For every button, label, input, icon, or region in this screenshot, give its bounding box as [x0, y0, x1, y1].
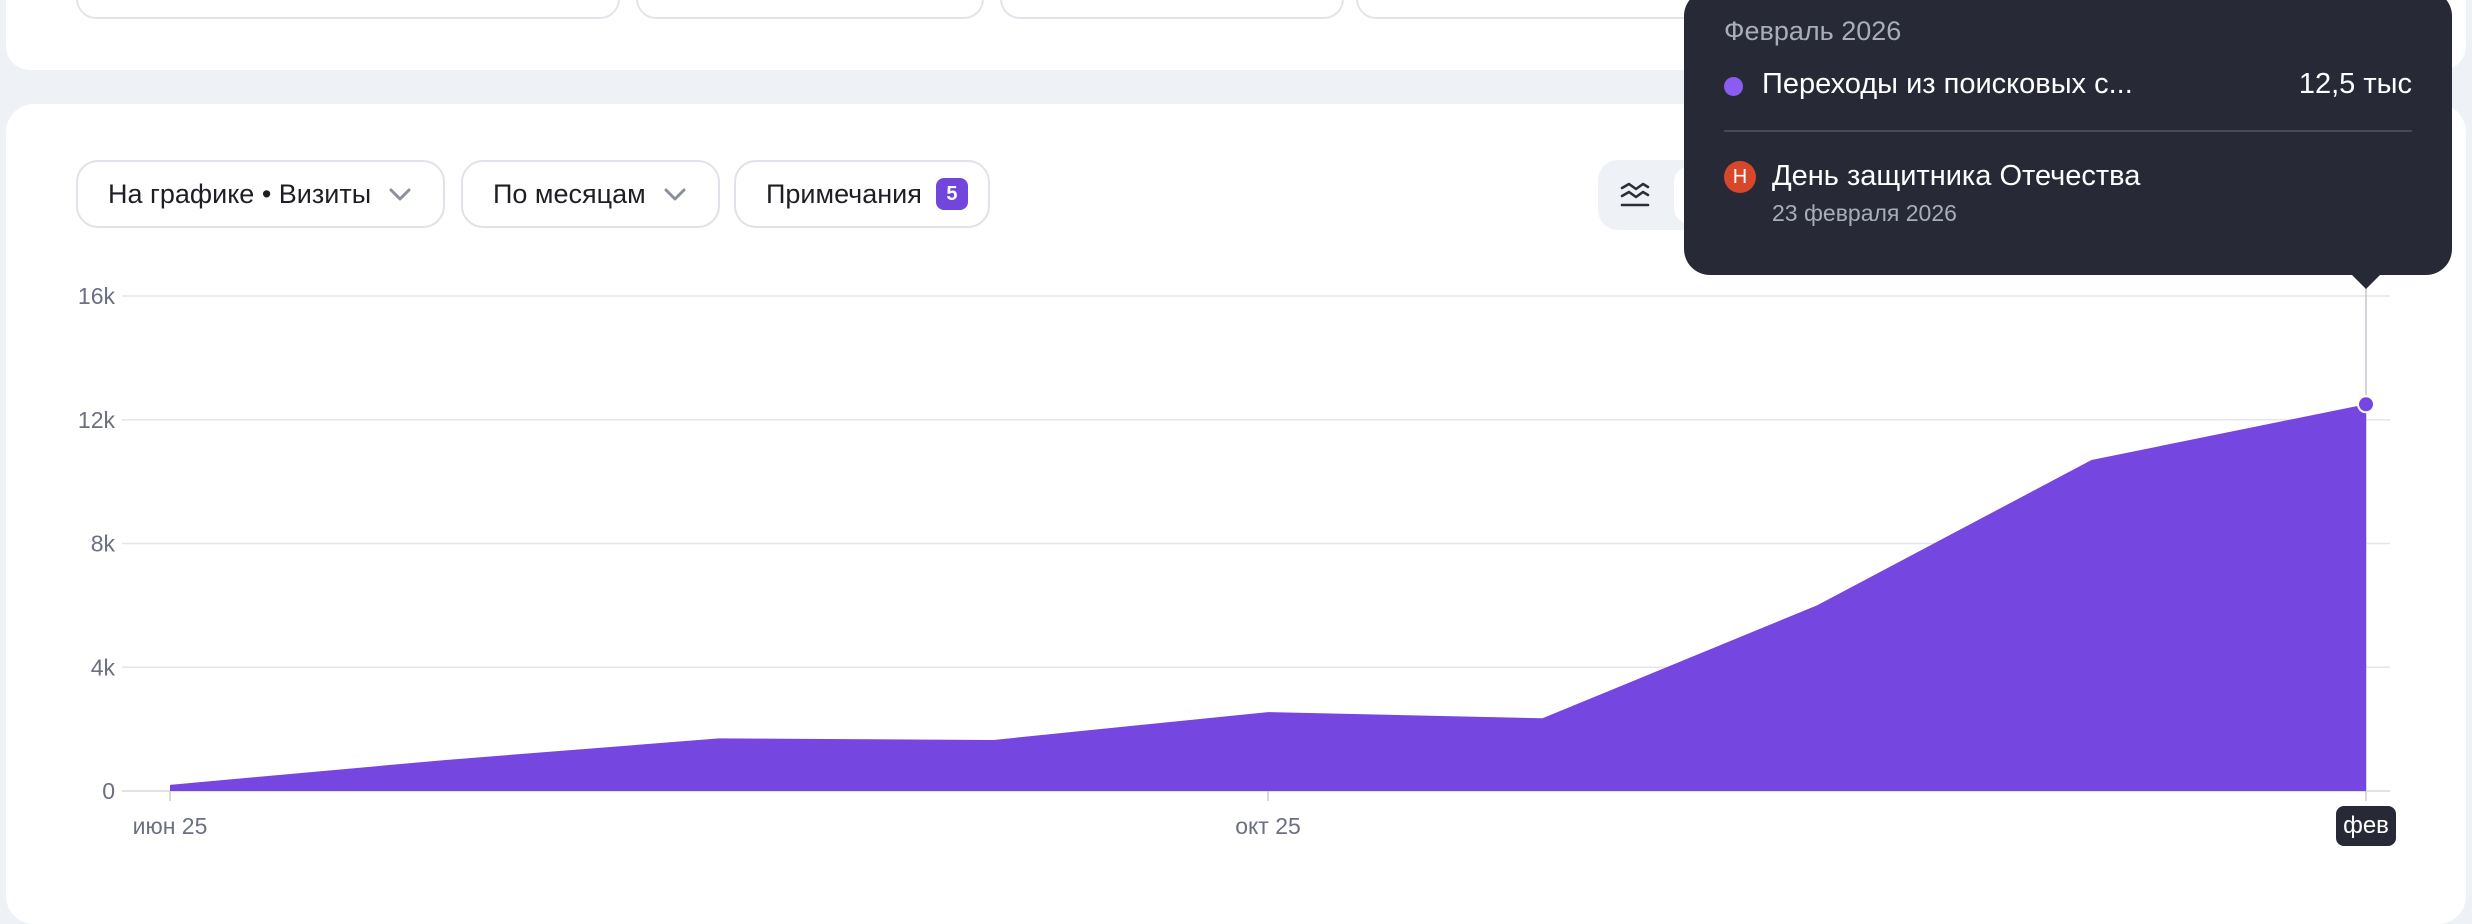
- tooltip-series-row: Переходы из поисковых с... 12,5 тыс: [1724, 68, 2412, 104]
- tooltip-series-value: 12,5 тыс: [2298, 68, 2412, 100]
- area-chart-icon: [1620, 182, 1650, 207]
- y-tick-label: 8k: [91, 531, 116, 557]
- period-select-label: По месяцам: [493, 178, 646, 209]
- tooltip-divider: [1724, 130, 2412, 132]
- series-area: [170, 404, 2366, 791]
- x-axis-ticks: июн 25 окт 25: [133, 791, 2367, 839]
- y-tick-label: 4k: [91, 654, 116, 680]
- y-tick-label: 16k: [78, 283, 116, 309]
- series-layer: [170, 395, 2375, 791]
- series-color-dot: [1724, 77, 1743, 96]
- y-tick-label: 12k: [78, 407, 116, 433]
- tooltip-title: Февраль 2026: [1724, 16, 1902, 46]
- area-chart-button[interactable]: [1606, 166, 1664, 224]
- metric-select[interactable]: На графике • Визиты: [76, 160, 446, 228]
- notes-label: Примечания: [766, 178, 922, 209]
- tooltip-arrow: [2350, 273, 2382, 289]
- chevron-down-icon: [664, 188, 686, 201]
- x-axis-active-label: фев: [2336, 806, 2396, 846]
- notes-count-badge: 5: [935, 178, 968, 210]
- y-axis-ticks: 0 4k 8k 12k 16k: [78, 283, 116, 804]
- period-select[interactable]: По месяцам: [461, 160, 720, 228]
- note-marker-icon: Н: [1724, 161, 1756, 193]
- chart-tooltip: Февраль 2026 Переходы из поисковых с... …: [1684, 0, 2452, 275]
- area-chart: 0 4k 8k 12k 16k июн 25 окт 25: [78, 282, 2390, 839]
- x-tick-label: июн 25: [133, 813, 208, 839]
- notes-button[interactable]: Примечания 5: [734, 160, 990, 228]
- chevron-down-icon: [389, 188, 411, 201]
- x-tick-label: окт 25: [1235, 813, 1301, 839]
- tooltip-note-date: 23 февраля 2026: [1772, 200, 1957, 226]
- metric-select-label: На графике • Визиты: [108, 178, 372, 209]
- tooltip-note-title: День защитника Отечества: [1772, 160, 2141, 192]
- data-point: [2357, 395, 2375, 414]
- y-tick-label: 0: [102, 778, 115, 804]
- tooltip-series-label: Переходы из поисковых с...: [1762, 68, 2133, 100]
